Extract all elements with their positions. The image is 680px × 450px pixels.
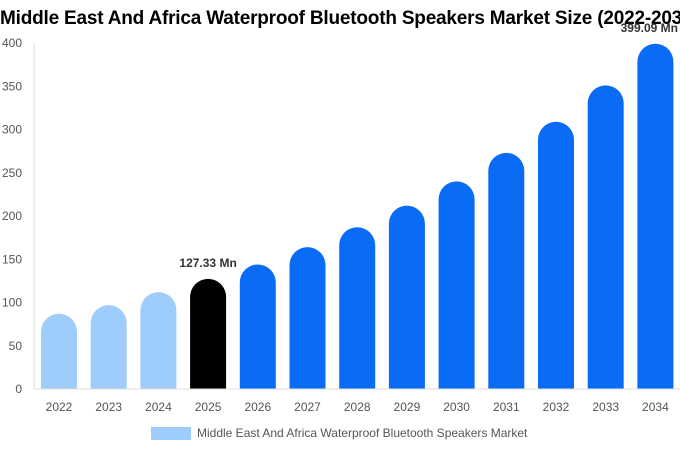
x-tick-label: 2033 <box>592 400 619 414</box>
chart-title: Middle East And Africa Waterproof Blueto… <box>0 8 680 29</box>
y-tick-label: 200 <box>2 209 22 223</box>
data-label: 127.33 Mn <box>179 256 236 270</box>
bar-2022 <box>41 313 77 389</box>
bar-2027 <box>289 247 326 389</box>
data-labels: 127.33 Mn 399.09 Mn <box>179 21 678 270</box>
bar-2031 <box>488 152 525 389</box>
y-axis: 0 50 100 150 200 250 300 350 400 <box>2 36 35 396</box>
bar-2024 <box>140 292 177 389</box>
x-tick-label: 2024 <box>145 400 172 414</box>
x-tick-label: 2031 <box>493 400 520 414</box>
x-tick-label: 2029 <box>394 400 421 414</box>
y-tick-label: 350 <box>2 79 22 93</box>
bar-2033 <box>587 85 624 389</box>
y-tick-label: 300 <box>2 123 22 137</box>
bar-2023 <box>90 305 127 389</box>
y-tick-label: 50 <box>9 339 23 353</box>
bar-2026 <box>239 264 276 389</box>
y-tick-label: 0 <box>15 382 22 396</box>
y-tick-label: 250 <box>2 166 22 180</box>
y-tick-label: 100 <box>2 296 22 310</box>
bar-2025 <box>190 278 227 389</box>
legend: Middle East And Africa Waterproof Blueto… <box>151 425 527 441</box>
bar-2028 <box>339 227 376 389</box>
bar-2029 <box>388 205 425 389</box>
x-tick-label: 2030 <box>443 400 470 414</box>
bars <box>41 43 674 390</box>
x-tick-label: 2034 <box>642 400 669 414</box>
legend-label: Middle East And Africa Waterproof Blueto… <box>197 426 528 440</box>
x-tick-label: 2028 <box>344 400 371 414</box>
bar-2030 <box>438 181 475 389</box>
x-tick-label: 2032 <box>543 400 570 414</box>
legend-swatch <box>151 426 191 440</box>
x-tick-label: 2025 <box>195 400 222 414</box>
x-axis: 2022 2023 2024 2025 2026 2027 2028 2029 2030 2031… <box>34 388 680 414</box>
x-tick-label: 2027 <box>294 400 321 414</box>
y-tick-label: 400 <box>2 36 22 50</box>
bar-2034 <box>637 43 674 390</box>
x-tick-label: 2023 <box>95 400 122 414</box>
x-tick-label: 2026 <box>244 400 271 414</box>
y-tick-label: 150 <box>2 252 22 266</box>
bar-2032 <box>538 121 574 389</box>
data-label: 399.09 Mn <box>621 21 678 35</box>
x-tick-label: 2022 <box>46 400 73 414</box>
